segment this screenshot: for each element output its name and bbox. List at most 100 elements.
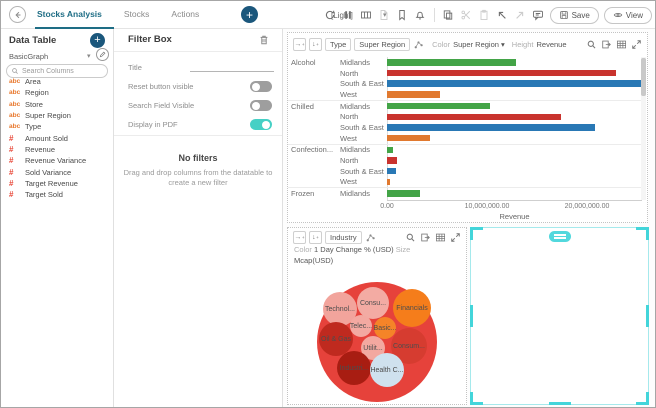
tab-actions[interactable]: Actions [171, 9, 200, 19]
bar[interactable] [387, 113, 561, 121]
column-item[interactable]: abc Super Region [1, 110, 113, 121]
region-label: West [340, 177, 357, 187]
column-item[interactable]: abc Type [1, 121, 113, 132]
tab-stocks-analysis[interactable]: Stocks Analysis [35, 1, 114, 29]
hierarchy-pill-industry[interactable]: Industry [325, 230, 362, 244]
add-data-table-button[interactable]: + [90, 33, 105, 48]
search-columns-input[interactable] [22, 67, 103, 75]
bar-chart-rows[interactable]: Alcohol Midlands North South & East West Chil… [288, 57, 642, 199]
bar[interactable] [387, 167, 396, 175]
pause-icon[interactable] [342, 9, 355, 22]
export-pdf-icon[interactable] [378, 9, 391, 22]
toggle-row: Search Field Visible [114, 96, 282, 115]
expand-maximize-icon[interactable] [630, 38, 642, 50]
table-grid-icon[interactable] [434, 231, 446, 243]
column-item[interactable]: # Amount Sold [1, 132, 113, 143]
caret-down-icon[interactable]: ▾ [87, 53, 91, 60]
size-dim-value[interactable]: Mcap(USD) [294, 255, 334, 265]
presentation-icon[interactable] [360, 9, 373, 22]
scrollbar-thumb[interactable] [641, 58, 646, 96]
theme-mode-selector[interactable]: [Light] [331, 10, 353, 20]
height-dim-value[interactable]: Revenue [536, 39, 567, 49]
bar[interactable] [387, 102, 490, 110]
bar[interactable] [387, 190, 420, 197]
toggle-switch[interactable] [250, 81, 272, 92]
bar[interactable] [387, 59, 516, 66]
toggle-switch[interactable] [250, 100, 272, 111]
export-sheet-icon[interactable] [600, 38, 612, 50]
bar[interactable] [387, 178, 390, 186]
redo-icon[interactable] [514, 9, 527, 22]
industry-bubble[interactable]: Oil & Gas [319, 322, 353, 356]
no-filters-hint: Drag and drop columns from the datatable… [123, 168, 273, 188]
export-sheet-icon[interactable] [419, 231, 431, 243]
copy-icon[interactable] [442, 9, 455, 22]
hierarchy-pill-super-region[interactable]: Super Region [354, 37, 411, 51]
tab-stocks[interactable]: Stocks [123, 9, 150, 19]
add-sheet-button[interactable]: + [241, 6, 258, 23]
caret-down-icon[interactable]: ▾ [383, 12, 387, 19]
column-item[interactable]: # Revenue Variance [1, 155, 113, 166]
bar-track [387, 91, 642, 98]
column-item[interactable]: # Target Revenue [1, 178, 113, 189]
industry-bubble[interactable]: Financials [393, 289, 431, 327]
bar[interactable] [387, 157, 397, 164]
paste-clipboard-icon[interactable] [478, 9, 491, 22]
column-item[interactable]: abc Store [1, 99, 113, 110]
bubble-chart-body[interactable]: Technol... Consu... Financials Telec... Basi… [288, 268, 466, 404]
bar[interactable] [387, 124, 595, 131]
expand-across-button[interactable]: → + [293, 37, 306, 51]
column-item[interactable]: abc Region [1, 87, 113, 98]
selection-corner [636, 392, 649, 405]
visual-type-icon[interactable] [365, 232, 376, 243]
bar[interactable] [387, 80, 642, 87]
notifications-bell-icon[interactable] [414, 9, 427, 22]
bookmark-icon[interactable] [396, 9, 409, 22]
bar-row: West [288, 177, 642, 188]
expand-down-button[interactable]: ↓ + [309, 37, 322, 51]
industry-bubble[interactable]: Health C... [370, 353, 404, 387]
column-item[interactable]: # Sold Variance [1, 166, 113, 177]
search-icon[interactable] [585, 38, 597, 50]
hierarchy-pill-type[interactable]: Type [325, 37, 352, 51]
expand-across-button[interactable]: → + [293, 230, 306, 244]
industry-bubble[interactable]: Telec... [350, 315, 372, 337]
column-item[interactable]: # Target Sold [1, 189, 113, 200]
bar[interactable] [387, 91, 440, 98]
title-field-input[interactable] [190, 59, 274, 72]
undo-icon[interactable] [496, 9, 509, 22]
color-dim-value[interactable]: Super Region ▾ [453, 39, 505, 49]
empty-selected-panel[interactable] [470, 227, 649, 405]
save-button[interactable]: Save [549, 6, 599, 24]
search-icon[interactable] [404, 231, 416, 243]
industry-bubble[interactable]: Industri... [337, 351, 371, 385]
cut-scissors-icon[interactable] [460, 9, 473, 22]
expand-down-button[interactable]: ↓ + [309, 230, 322, 244]
drag-handle[interactable] [548, 231, 571, 242]
data-table-name[interactable]: BasicGraph [9, 52, 49, 61]
industry-bubble[interactable]: Basic... [374, 317, 396, 339]
visual-type-icon[interactable] [413, 39, 424, 50]
delete-filter-box-button[interactable] [258, 33, 271, 46]
x-axis-tick: 20,000,000.00 [564, 203, 610, 210]
comment-bubble-icon[interactable] [532, 9, 545, 22]
toggle-switch[interactable] [250, 119, 272, 130]
column-item[interactable]: # Revenue [1, 144, 113, 155]
table-grid-icon[interactable] [615, 38, 627, 50]
industry-bubble[interactable]: Consum... [391, 328, 427, 364]
refresh-icon[interactable] [324, 9, 337, 22]
bar-chart-scrollbar[interactable] [641, 57, 646, 200]
industry-bubble[interactable]: Consu... [357, 287, 389, 319]
bar[interactable] [387, 134, 430, 142]
bar[interactable] [387, 69, 616, 77]
view-button[interactable]: View [603, 6, 652, 24]
column-label: Region [25, 88, 49, 98]
bar[interactable] [387, 146, 393, 154]
category-label: Alcohol [291, 57, 316, 67]
edit-table-button[interactable] [96, 48, 109, 61]
expand-maximize-icon[interactable] [449, 231, 461, 243]
column-item[interactable]: abc Area [1, 76, 113, 87]
color-dim-value[interactable]: 1 Day Change % (USD) [314, 245, 394, 254]
column-search[interactable] [6, 64, 108, 78]
back-button[interactable] [9, 6, 26, 23]
